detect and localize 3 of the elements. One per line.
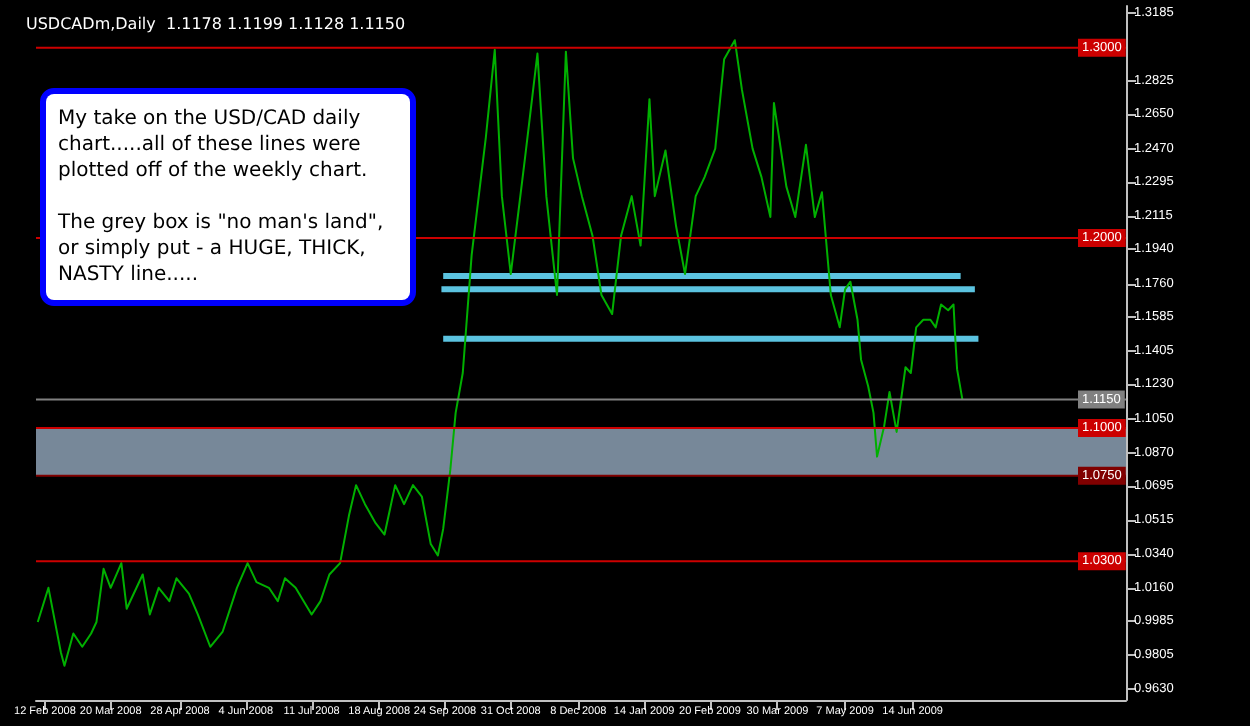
text: My take on the USD/CAD daily chart.....all of these lines were plotted off of the weekly chart. The grey box is "no man's land", or simply put - a HUGE, THICK, NASTY line.....	[58, 108, 384, 286]
text: USDCADm,Daily 1.1178 1.1199 1.1128 1.1150	[26, 15, 406, 33]
line-series	[36, 39, 964, 667]
